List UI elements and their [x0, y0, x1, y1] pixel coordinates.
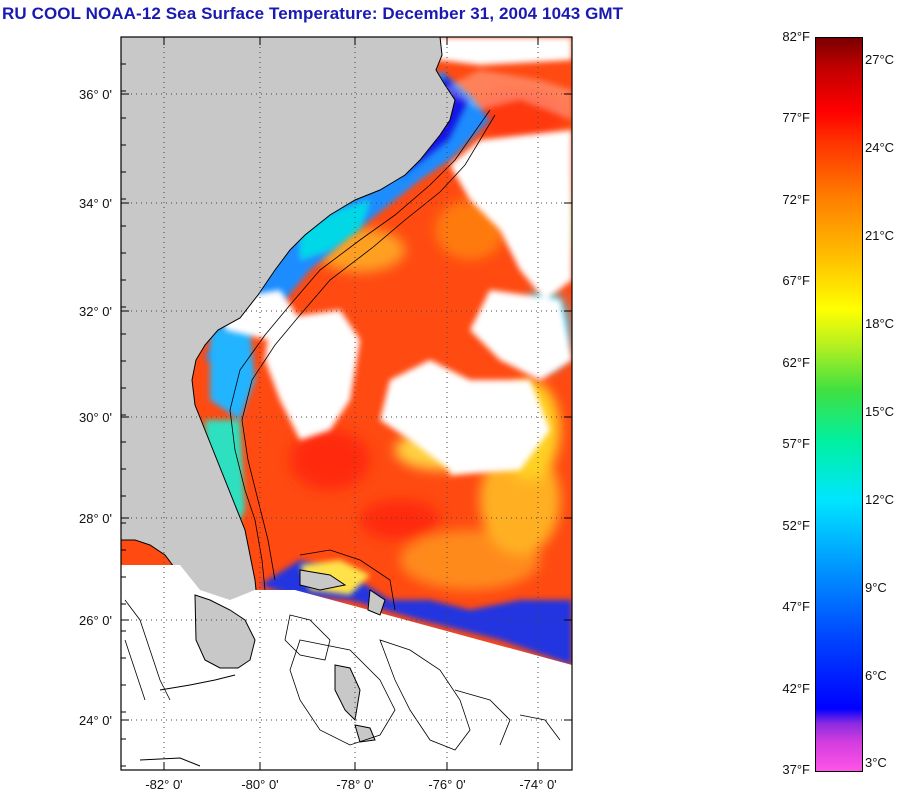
- latitude-label: 32° 0': [79, 304, 112, 319]
- colorbar-fahrenheit-label: 62°F: [782, 354, 810, 370]
- colorbar-celsius-label: 27°C: [865, 51, 895, 67]
- colorbar-celsius-label: 18°C: [865, 315, 895, 331]
- colorbar-celsius-label: 15°C: [865, 403, 895, 419]
- graticule-grid: [121, 37, 572, 770]
- map-frame: [120, 36, 573, 771]
- latitude-label: 30° 0': [79, 410, 112, 425]
- colorbar-fahrenheit-label: 77°F: [782, 110, 810, 126]
- florida-keys: [159, 674, 236, 691]
- colorbar-fahrenheit-label: 57°F: [782, 436, 810, 452]
- longitude-label: -74° 0': [519, 777, 556, 792]
- colorbar-fahrenheit-label: 52°F: [782, 517, 810, 533]
- colorbar-celsius-label: 21°C: [865, 227, 895, 243]
- axis-ticks: 36° 0' 34° 0' 32° 0' 30° 0' 28° 0' 26° 0' 24° …: [79, 37, 572, 792]
- latitude-label: 28° 0': [79, 511, 112, 526]
- colorbar-fahrenheit-label: 82°F: [782, 29, 810, 44]
- map-title: RU COOL NOAA-12 Sea Surface Temperature:…: [2, 4, 624, 23]
- temperature-colorbar: [815, 37, 863, 772]
- colorbar-celsius-label: 12°C: [865, 491, 895, 507]
- latitude-label: 36° 0': [79, 87, 112, 102]
- longitude-label: -82° 0': [145, 777, 182, 792]
- colorbar-fahrenheit-label: 67°F: [782, 273, 810, 289]
- colorbar-fahrenheit-label: 37°F: [782, 762, 810, 777]
- colorbar-celsius-label: 3°C: [865, 755, 887, 771]
- bahamas-islands: [299, 569, 386, 743]
- longitude-label: -78° 0': [336, 777, 373, 792]
- colorbar-celsius-label: 9°C: [865, 579, 887, 595]
- latitude-label: 26° 0': [79, 613, 112, 628]
- latitude-label: 24° 0': [79, 713, 112, 728]
- colorbar-fahrenheit-label: 72°F: [782, 191, 810, 207]
- florida-tip: [194, 594, 256, 669]
- latitude-label: 34° 0': [79, 196, 112, 211]
- colorbar-fahrenheit-label: 47°F: [782, 599, 810, 615]
- longitude-label: -76° 0': [428, 777, 465, 792]
- longitude-label: -80° 0': [241, 777, 278, 792]
- colorbar-celsius-label: 6°C: [865, 667, 887, 683]
- colorbar-celsius-label: 24°C: [865, 139, 895, 155]
- bathymetry-contours: [124, 109, 561, 751]
- colorbar-fahrenheit-label: 42°F: [782, 680, 810, 696]
